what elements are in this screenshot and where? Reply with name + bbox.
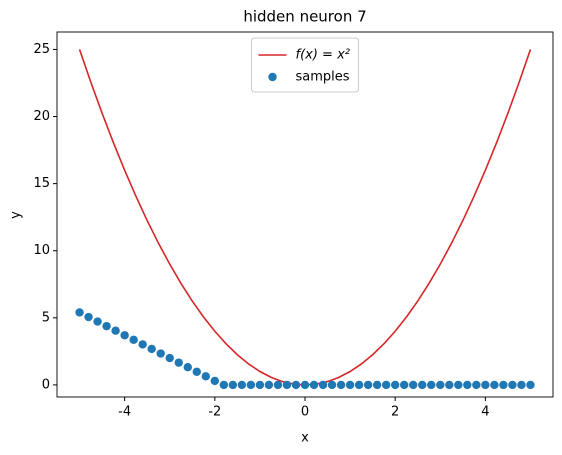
scatter-point: [508, 380, 517, 390]
scatter-point: [418, 380, 427, 390]
x-tick-label: 2: [391, 405, 399, 420]
scatter-point: [255, 380, 265, 390]
y-tick-label: 15: [33, 176, 50, 191]
scatter-point: [165, 353, 174, 363]
scatter-point: [93, 317, 102, 326]
scatter-point: [517, 380, 526, 390]
legend-box: [251, 37, 359, 93]
y-tick-label: 0: [42, 377, 50, 392]
scatter-point: [300, 380, 310, 390]
scatter-point: [327, 380, 337, 390]
scatter-point: [174, 358, 183, 367]
x-tick-label: 4: [481, 405, 489, 420]
y-tick-label: 25: [33, 42, 50, 57]
scatter-point: [201, 372, 210, 381]
scatter-point: [138, 340, 147, 349]
scatter-point: [354, 380, 364, 390]
x-tick-label: -2: [208, 405, 221, 420]
y-tick-label: 20: [33, 109, 50, 124]
scatter-point: [463, 380, 472, 390]
scatter-point: [264, 380, 274, 390]
scatter-point: [111, 326, 120, 335]
scatter-point: [336, 380, 346, 390]
scatter-point: [409, 380, 418, 390]
scatter-point: [390, 380, 400, 390]
scatter-point: [237, 380, 247, 390]
scatter-point: [318, 380, 328, 390]
x-tick-label: 0: [301, 405, 309, 420]
y-tick-label: 10: [33, 243, 50, 258]
scatter-point: [445, 380, 454, 390]
scatter-point: [120, 331, 129, 340]
legend-label: f(x) = x²: [296, 48, 350, 63]
line-series: [78, 49, 532, 386]
plot-frame: [56, 31, 554, 398]
scatter-point: [75, 308, 84, 317]
scatter-point: [472, 380, 481, 390]
scatter-point: [192, 367, 201, 376]
scatter-point: [273, 380, 283, 390]
scatter-point: [309, 380, 319, 390]
scatter-point: [454, 380, 463, 390]
scatter-point: [372, 380, 382, 390]
y-axis-label: y: [9, 211, 24, 219]
y-tick-label: 5: [42, 310, 50, 325]
scatter-point: [129, 335, 138, 345]
scatter-point: [400, 380, 409, 390]
scatter-point: [228, 380, 238, 390]
scatter-point: [526, 380, 535, 390]
scatter-point: [183, 363, 192, 372]
scatter-point: [210, 376, 220, 386]
scatter-point: [219, 380, 229, 390]
legend-label: samples: [296, 70, 350, 85]
scatter-point: [84, 312, 93, 322]
scatter-point: [102, 321, 111, 331]
scatter-point: [499, 380, 508, 390]
scatter-point: [147, 344, 156, 354]
scatter-point: [481, 380, 490, 390]
scatter-point: [282, 380, 292, 390]
x-axis-label: x: [301, 431, 309, 446]
scatter-point: [490, 380, 499, 390]
scatter-point: [156, 349, 165, 358]
legend-marker: [268, 72, 277, 82]
chart-title: hidden neuron 7: [243, 8, 366, 26]
x-tick-label: -4: [118, 405, 131, 420]
scatter-point: [345, 380, 355, 390]
scatter-point: [427, 380, 436, 390]
scatter-point: [246, 380, 256, 390]
scatter-point: [363, 380, 373, 390]
scatter-point: [291, 380, 301, 390]
scatter-point: [381, 380, 391, 390]
scatter-point: [436, 380, 445, 390]
